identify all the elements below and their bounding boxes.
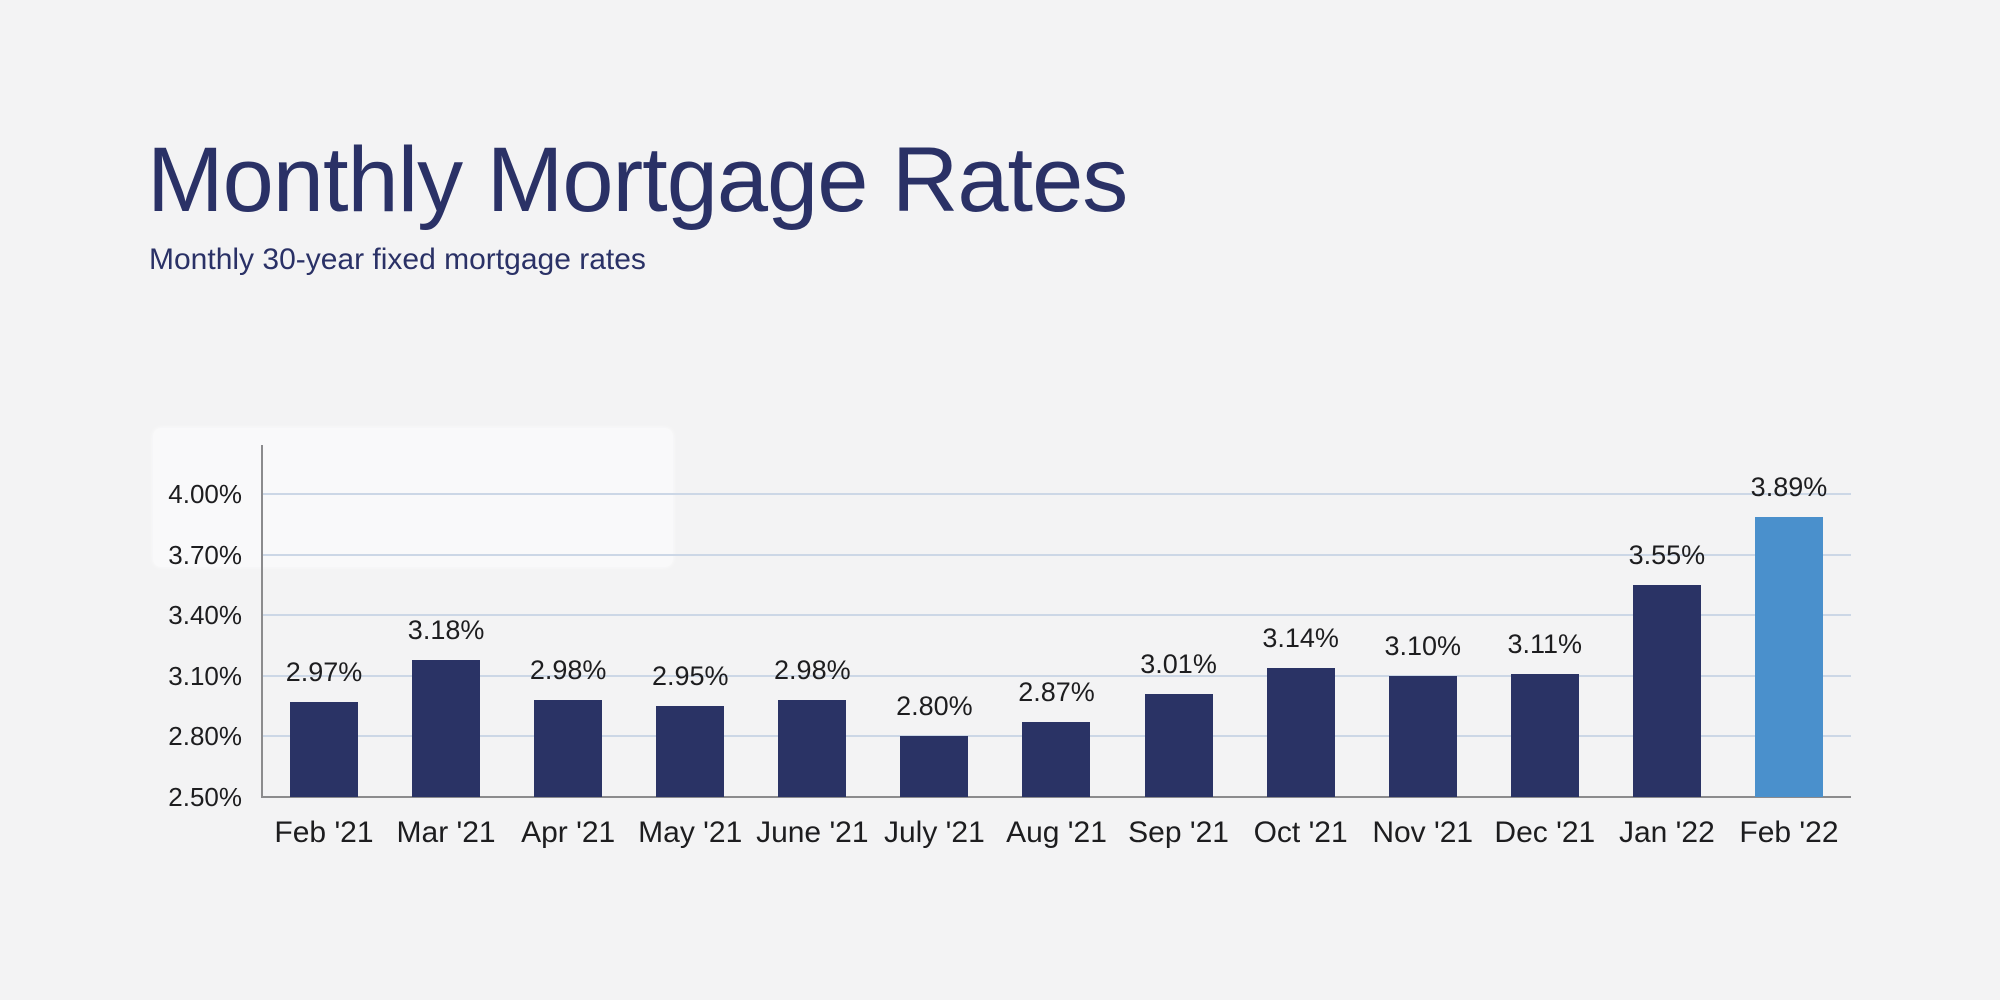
bar-value-label: 3.11% xyxy=(1507,628,1583,659)
x-axis-label: July '21 xyxy=(884,816,985,849)
bar-value-label: 2.87% xyxy=(1018,677,1095,708)
page-title: Monthly Mortgage Rates xyxy=(147,129,1128,231)
x-axis-label: Jan '22 xyxy=(1618,816,1715,849)
x-axis-label: May '21 xyxy=(638,816,743,849)
x-axis-label: Aug '21 xyxy=(1006,816,1107,849)
y-tick-label: 3.70% xyxy=(168,539,242,570)
bar-value-label: 2.97% xyxy=(285,657,363,688)
gridline xyxy=(262,614,1851,617)
y-tick-label: 2.80% xyxy=(168,721,242,752)
bar xyxy=(1266,667,1335,797)
x-axis-label: Sep '21 xyxy=(1128,816,1229,849)
y-axis-line xyxy=(261,445,263,798)
bar xyxy=(290,702,358,797)
bar-value-label: 3.55% xyxy=(1628,540,1706,571)
x-axis-label: Nov '21 xyxy=(1372,816,1474,849)
gridline xyxy=(262,674,1851,677)
bar xyxy=(656,706,725,797)
bar-value-label: 3.14% xyxy=(1262,622,1339,653)
x-axis-line xyxy=(261,796,1851,798)
bar xyxy=(1022,722,1091,797)
bar-value-label: 3.10% xyxy=(1384,630,1461,661)
bar xyxy=(1388,675,1457,797)
y-tick-label: 3.40% xyxy=(168,600,242,631)
x-axis-label: Feb '22 xyxy=(1739,816,1839,849)
x-axis-label: Dec '21 xyxy=(1494,816,1596,849)
x-axis-label: June '21 xyxy=(756,816,869,849)
bar-value-label: 2.98% xyxy=(774,655,851,686)
bar-value-label: 3.01% xyxy=(1140,649,1217,680)
gridline xyxy=(262,553,1851,556)
bar xyxy=(534,700,603,797)
y-tick-label: 2.50% xyxy=(168,782,242,812)
gridline xyxy=(262,493,1851,496)
y-tick-label: 4.00% xyxy=(168,479,242,510)
bar-highlighted xyxy=(1754,516,1823,797)
bar-value-label: 2.98% xyxy=(529,655,607,686)
bar xyxy=(778,700,847,797)
page-subtitle: Monthly 30-year fixed mortgage rates xyxy=(149,243,646,276)
bar xyxy=(1632,585,1701,797)
bar-value-label: 3.18% xyxy=(407,614,485,645)
bar-value-label: 2.80% xyxy=(896,691,973,722)
x-axis-label: Mar '21 xyxy=(396,816,496,849)
bar-value-label: 2.95% xyxy=(651,661,729,692)
bar xyxy=(1144,694,1213,797)
chart-backdrop-panel xyxy=(153,428,673,567)
bar xyxy=(1510,673,1579,797)
x-axis-label: Feb '21 xyxy=(274,816,374,849)
bar xyxy=(412,659,481,797)
bar xyxy=(900,736,969,797)
x-axis-label: Apr '21 xyxy=(521,816,616,849)
bar-value-label: 3.89% xyxy=(1750,471,1828,502)
x-axis-label: Oct '21 xyxy=(1253,816,1348,849)
y-tick-label: 3.10% xyxy=(168,660,242,691)
